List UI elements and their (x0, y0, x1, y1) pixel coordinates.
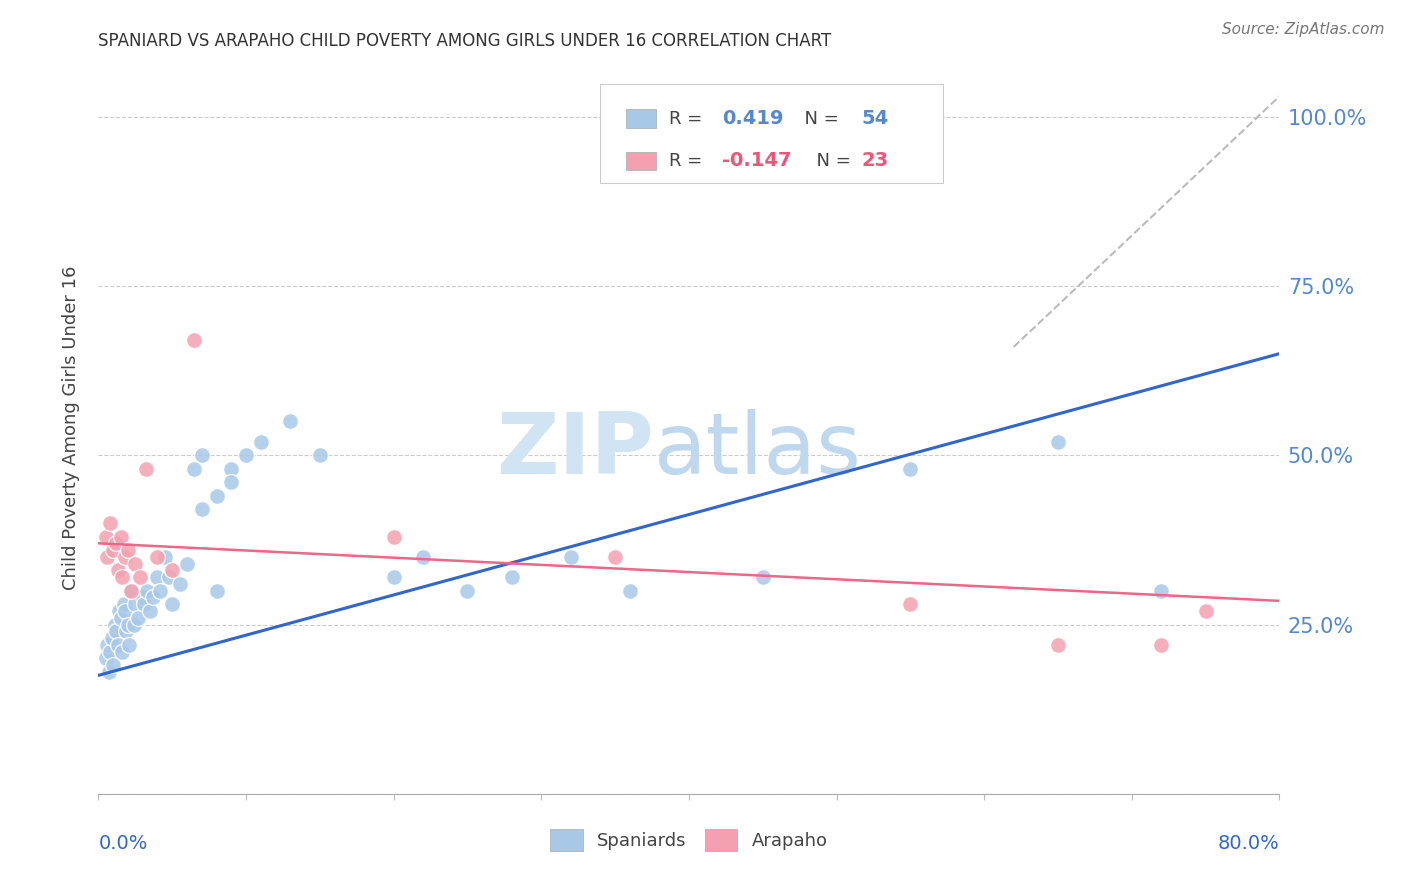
Point (250, 434, 273, 449)
Point (134, 597, 156, 611)
Point (120, 583, 142, 598)
Point (112, 597, 135, 611)
Point (117, 617, 139, 632)
Point (605, 549, 627, 564)
Point (1150, 638, 1173, 652)
Point (176, 557, 198, 571)
Point (103, 543, 125, 558)
Point (132, 591, 155, 605)
Text: N =: N = (793, 110, 845, 128)
Point (94, 529, 117, 543)
Point (221, 462, 243, 476)
Text: 0.419: 0.419 (723, 109, 783, 128)
Point (118, 638, 141, 652)
Point (560, 549, 582, 564)
Point (1046, 434, 1070, 449)
Point (146, 570, 169, 584)
Point (153, 549, 176, 564)
Point (280, 414, 302, 428)
Text: ZIP: ZIP (496, 409, 654, 491)
Point (157, 570, 180, 584)
Point (107, 563, 129, 577)
Point (142, 591, 165, 605)
Point (191, 448, 214, 462)
Point (501, 570, 523, 584)
Text: -0.147: -0.147 (723, 151, 792, 170)
Point (105, 624, 128, 639)
Bar (626, 152, 655, 169)
Text: 23: 23 (862, 151, 889, 170)
Point (114, 549, 136, 564)
Point (110, 529, 132, 543)
Point (105, 536, 128, 550)
Point (107, 638, 129, 652)
Text: 0.0%: 0.0% (98, 834, 148, 853)
Point (149, 583, 172, 598)
Point (96, 638, 118, 652)
Point (98, 645, 121, 659)
Point (96, 549, 118, 564)
Text: atlas: atlas (654, 409, 862, 491)
Text: N =: N = (804, 152, 856, 169)
Point (110, 611, 132, 625)
Text: 80.0%: 80.0% (1218, 834, 1279, 853)
Point (97, 665, 120, 679)
Point (221, 475, 243, 490)
Point (122, 617, 145, 632)
Point (114, 604, 136, 618)
Point (183, 462, 205, 476)
Point (111, 570, 134, 584)
FancyBboxPatch shape (600, 85, 943, 183)
Point (619, 583, 641, 598)
Point (1150, 583, 1173, 598)
Point (127, 611, 149, 625)
Point (100, 631, 122, 645)
Point (1195, 604, 1218, 618)
Point (135, 462, 157, 476)
Point (900, 462, 922, 476)
Point (124, 557, 146, 571)
Point (752, 570, 775, 584)
Point (382, 570, 405, 584)
Point (115, 624, 138, 639)
Point (205, 583, 228, 598)
Text: R =: R = (669, 152, 707, 169)
Point (412, 549, 434, 564)
Point (900, 597, 922, 611)
Point (136, 583, 159, 598)
Text: R =: R = (669, 110, 707, 128)
Point (162, 597, 183, 611)
Text: 54: 54 (862, 109, 889, 128)
Y-axis label: Child Poverty Among Girls Under 16: Child Poverty Among Girls Under 16 (62, 266, 80, 591)
Point (309, 448, 332, 462)
Point (120, 583, 142, 598)
Point (108, 604, 131, 618)
Point (117, 543, 139, 558)
Point (457, 583, 479, 598)
Point (94, 651, 117, 665)
Point (128, 570, 150, 584)
Point (111, 645, 134, 659)
Point (146, 549, 169, 564)
Text: SPANIARD VS ARAPAHO CHILD POVERTY AMONG GIRLS UNDER 16 CORRELATION CHART: SPANIARD VS ARAPAHO CHILD POVERTY AMONG … (98, 32, 832, 50)
Point (191, 502, 214, 516)
Point (1046, 638, 1070, 652)
Legend: Spaniards, Arapaho: Spaniards, Arapaho (550, 829, 828, 851)
Point (104, 617, 127, 632)
Point (235, 448, 257, 462)
Point (103, 658, 125, 673)
Bar (626, 110, 655, 128)
Text: Source: ZipAtlas.com: Source: ZipAtlas.com (1222, 22, 1385, 37)
Point (139, 604, 162, 618)
Point (382, 529, 405, 543)
Point (124, 597, 146, 611)
Point (169, 577, 191, 591)
Point (98, 516, 121, 530)
Point (205, 489, 228, 503)
Point (183, 333, 205, 347)
Point (162, 563, 183, 577)
